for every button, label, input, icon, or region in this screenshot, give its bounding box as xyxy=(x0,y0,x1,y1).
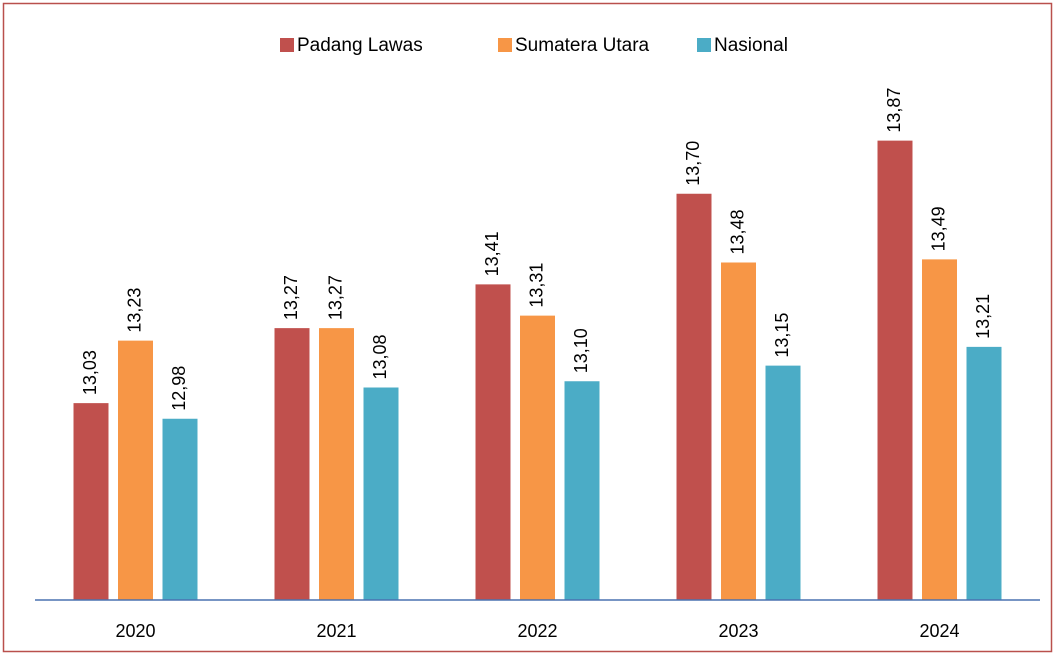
data-label: 13,08 xyxy=(370,334,390,379)
data-label: 13,10 xyxy=(571,328,591,373)
x-tick-label: 2020 xyxy=(115,621,155,641)
bar xyxy=(162,418,198,600)
bar xyxy=(564,381,600,600)
legend-swatch xyxy=(498,38,512,52)
bar xyxy=(475,284,511,600)
bar xyxy=(274,328,310,600)
x-tick-label: 2023 xyxy=(718,621,758,641)
legend-label: Nasional xyxy=(714,35,788,56)
data-label: 13,23 xyxy=(124,288,144,333)
data-label: 13,27 xyxy=(325,275,345,320)
legend-swatch xyxy=(280,38,294,52)
data-label: 13,31 xyxy=(526,263,546,308)
data-label: 13,41 xyxy=(482,231,502,276)
bar xyxy=(118,340,153,600)
data-label: 13,49 xyxy=(928,206,948,251)
data-label: 13,03 xyxy=(80,350,100,395)
bar xyxy=(877,140,913,600)
bar xyxy=(520,315,555,600)
bar xyxy=(966,346,1002,600)
bar xyxy=(765,365,801,600)
x-tick-label: 2021 xyxy=(316,621,356,641)
bar xyxy=(319,328,354,600)
bar xyxy=(721,262,756,600)
bar xyxy=(676,193,712,600)
legend-swatch xyxy=(697,38,711,52)
data-label: 13,21 xyxy=(973,294,993,339)
data-label: 13,87 xyxy=(884,88,904,133)
data-label: 12,98 xyxy=(169,366,189,411)
bar xyxy=(922,259,957,600)
data-label: 13,48 xyxy=(727,209,747,254)
x-tick-label: 2022 xyxy=(517,621,557,641)
legend-label: Sumatera Utara xyxy=(515,35,650,56)
legend-label: Padang Lawas xyxy=(297,35,423,56)
bar xyxy=(363,387,399,600)
bar xyxy=(73,403,109,600)
data-label: 13,70 xyxy=(683,141,703,186)
data-label: 13,27 xyxy=(281,275,301,320)
x-tick-label: 2024 xyxy=(919,621,959,641)
data-label: 13,15 xyxy=(772,313,792,358)
